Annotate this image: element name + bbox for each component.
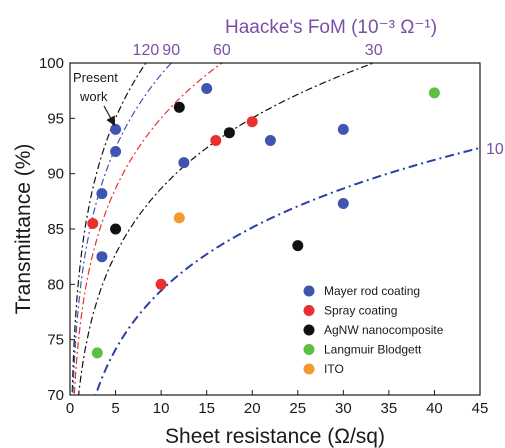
legend-marker-mayer-rod-coating <box>303 285 315 297</box>
fom-curve-10 <box>94 147 480 395</box>
legend-marker-ito <box>303 363 315 375</box>
legend-label-ito: ITO <box>324 362 344 376</box>
fom-label-90: 90 <box>162 42 180 59</box>
fom-label-30: 30 <box>365 42 383 59</box>
legend-label-agnw-nanocomposite: AgNW nanocomposite <box>324 323 444 337</box>
legend-label-langmuir-blodgett: Langmuir Blodgett <box>324 343 422 357</box>
x-tick-label: 45 <box>472 400 489 417</box>
point-langmuir-blodgett <box>91 347 103 359</box>
y-tick-label: 100 <box>39 55 64 72</box>
x-tick-label: 5 <box>111 400 119 417</box>
x-tick-label: 40 <box>426 400 443 417</box>
fom-curves <box>71 63 480 395</box>
fom-label-60: 60 <box>213 42 231 59</box>
legend-marker-agnw-nanocomposite <box>303 324 315 336</box>
point-agnw-nanocomposite <box>110 223 122 235</box>
point-agnw-nanocomposite <box>173 101 185 113</box>
annotation-line-2: work <box>79 89 108 104</box>
point-langmuir-blodgett <box>428 87 440 99</box>
legend-marker-langmuir-blodgett <box>303 344 315 355</box>
y-tick-label: 80 <box>47 276 64 293</box>
fom-curve-90 <box>72 63 173 395</box>
fom-axis-title: Haacke's FoM (10⁻³ Ω⁻¹) <box>225 17 437 38</box>
point-mayer-rod-coating <box>178 157 190 169</box>
legend-label-mayer-rod-coating: Mayer rod coating <box>324 284 420 298</box>
y-tick-label: 75 <box>47 332 64 349</box>
fom-labels: 120 90 60 30 10 <box>133 42 504 158</box>
point-spray-coating <box>87 218 99 229</box>
point-spray-coating <box>155 278 167 290</box>
point-mayer-rod-coating <box>110 146 122 157</box>
legend-label-spray-coating: Spray coating <box>324 304 397 318</box>
fom-curve-120 <box>71 63 147 395</box>
x-tick-label: 25 <box>289 400 306 417</box>
point-spray-coating <box>210 135 222 146</box>
fom-label-120: 120 <box>133 42 160 59</box>
point-agnw-nanocomposite <box>223 127 235 139</box>
fom-curve-60 <box>73 63 223 395</box>
point-mayer-rod-coating <box>110 123 122 135</box>
point-mayer-rod-coating <box>96 188 108 200</box>
y-tick-label: 70 <box>47 387 64 404</box>
annotation-arrow <box>103 105 116 127</box>
point-ito <box>173 212 185 224</box>
y-tick-label: 90 <box>47 166 64 183</box>
point-mayer-rod-coating <box>96 251 108 263</box>
data-points <box>87 83 440 359</box>
legend: Mayer rod coating Spray coating AgNW nanoc… <box>303 284 444 376</box>
point-agnw-nanocomposite <box>292 240 304 252</box>
y-axis-title: Transmittance (%) <box>12 144 35 315</box>
legend-marker-spray-coating <box>303 305 315 316</box>
point-mayer-rod-coating <box>337 198 349 209</box>
y-tick-label: 85 <box>47 221 64 238</box>
axis-ticks: 0 5 10 15 20 25 30 35 40 45 70 75 80 85 90 95 100 <box>39 55 488 417</box>
x-tick-label: 10 <box>153 400 170 417</box>
point-mayer-rod-coating <box>264 135 276 146</box>
fom-label-10: 10 <box>486 141 504 158</box>
x-tick-label: 30 <box>335 400 352 417</box>
x-tick-label: 15 <box>198 400 215 417</box>
point-mayer-rod-coating <box>337 123 349 135</box>
x-tick-label: 20 <box>244 400 261 417</box>
y-tick-label: 95 <box>47 110 64 127</box>
point-mayer-rod-coating <box>201 83 213 94</box>
point-spray-coating <box>246 116 258 128</box>
x-axis-title: Sheet resistance (Ω/sq) <box>165 425 385 448</box>
x-tick-label: 35 <box>381 400 398 417</box>
fom-curve-30 <box>78 63 376 395</box>
annotation-line-1: Present <box>73 70 118 85</box>
x-tick-label: 0 <box>66 400 74 417</box>
